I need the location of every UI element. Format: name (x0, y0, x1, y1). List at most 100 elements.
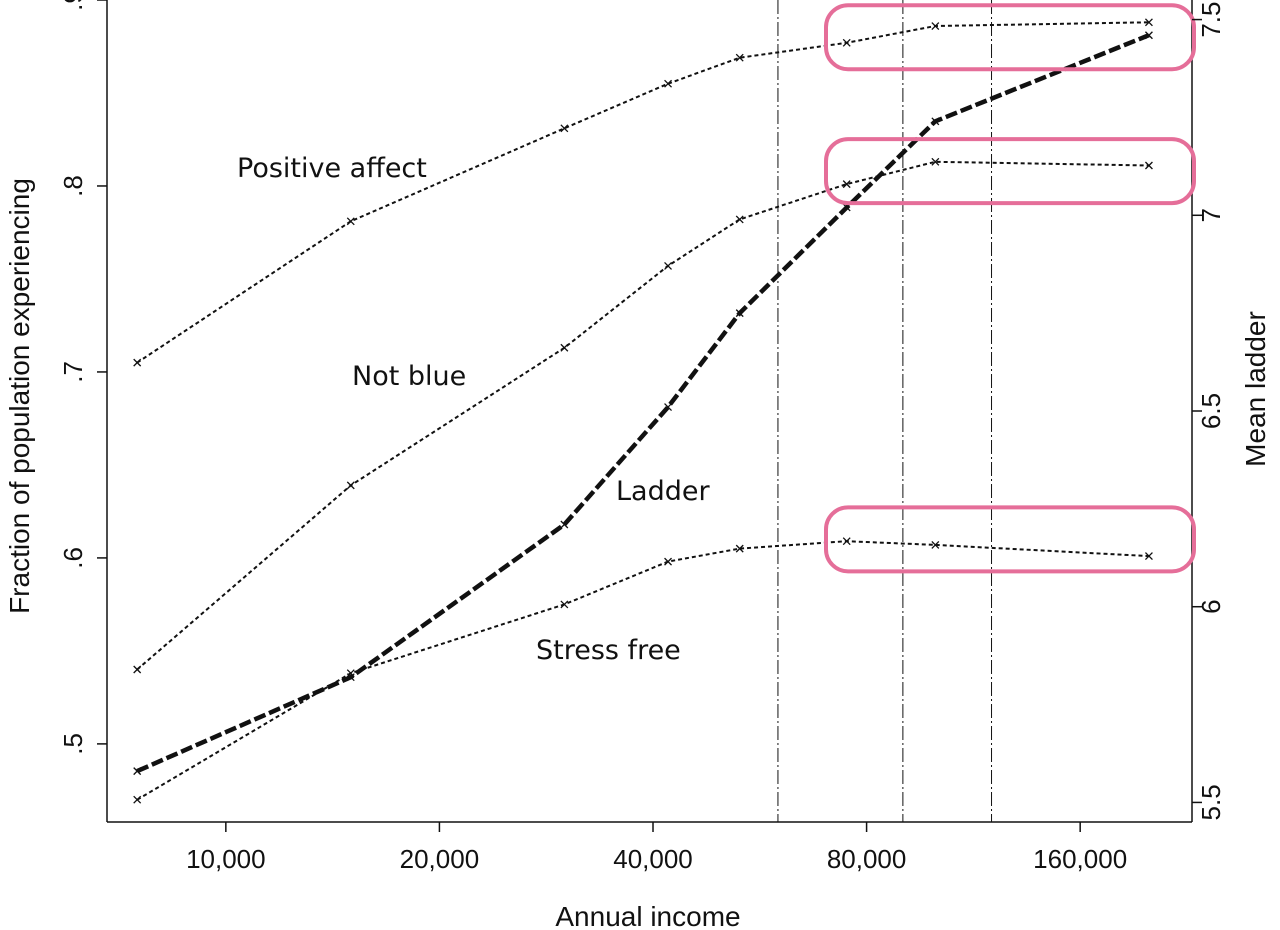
point-not-blue-2 (560, 343, 569, 352)
y-axis-left-title: Fraction of population experiencing (4, 178, 35, 614)
y-axis-left: .5 .6 .7 .8 .9 (58, 0, 107, 755)
point-stress-free-2 (560, 600, 569, 609)
point-positive-affect-4 (735, 53, 744, 62)
y-left-tick-label-3: .8 (58, 175, 88, 197)
point-not-blue-6 (931, 157, 940, 166)
series-labels: Positive affect Not blue Ladder Stress f… (237, 153, 710, 666)
y-left-tick-label-4: .9 (58, 0, 88, 11)
point-mark (735, 53, 744, 62)
point-mark (842, 203, 851, 212)
x-tick-label-3: 80,000 (827, 844, 907, 874)
point-mark (346, 481, 355, 490)
point-mark (1144, 161, 1153, 170)
point-mark (735, 215, 744, 224)
series-line-positive-affect (136, 21, 1149, 364)
point-mark (664, 557, 672, 566)
point-mark (664, 403, 672, 412)
y-axis-right: 5.5 6 6.5 7 7.5 (1192, 2, 1226, 820)
point-mark (133, 767, 142, 776)
point-positive-affect-0 (133, 358, 142, 367)
series-lines (136, 21, 1150, 801)
y-right-tick-label-0: 5.5 (1196, 784, 1226, 820)
point-stress-free-4 (735, 544, 744, 553)
point-mark (931, 117, 940, 126)
point-mark (1144, 552, 1153, 561)
point-stress-free-7 (1144, 552, 1153, 561)
point-ladder-2 (560, 520, 569, 529)
series-label-not-blue: Not blue (352, 361, 466, 392)
series-markers (133, 18, 1153, 804)
series-label-stress-free: Stress free (536, 635, 681, 666)
y-right-tick-label-4: 7.5 (1196, 2, 1226, 38)
point-not-blue-1 (346, 481, 355, 490)
point-not-blue-7 (1144, 161, 1153, 170)
point-mark (133, 358, 142, 367)
point-positive-affect-5 (842, 38, 851, 47)
x-tick-label-1: 20,000 (400, 844, 480, 874)
series-line-not-blue (136, 160, 1149, 671)
point-mark (560, 520, 569, 529)
x-tick-label-4: 160,000 (1033, 844, 1127, 874)
highlight-boxes (824, 3, 1196, 574)
point-ladder-7 (1144, 31, 1153, 40)
point-mark (560, 600, 569, 609)
point-mark (842, 38, 851, 47)
point-mark (560, 343, 569, 352)
point-ladder-6 (931, 117, 940, 126)
series-line-stress-free (136, 540, 1149, 801)
point-ladder-1 (346, 673, 355, 682)
point-ladder-0 (133, 767, 142, 776)
point-mark (1144, 18, 1153, 27)
point-mark (133, 795, 142, 804)
y-left-tick-label-0: .5 (58, 733, 88, 755)
point-ladder-3 (664, 403, 672, 412)
point-stress-free-5 (842, 537, 851, 546)
plot-area (106, 0, 1193, 823)
series-label-positive-affect: Positive affect (237, 153, 427, 184)
point-mark (735, 309, 744, 318)
y-right-tick-label-3: 7 (1196, 208, 1226, 222)
point-ladder-5 (842, 203, 851, 212)
y-left-tick-label-2: .7 (58, 361, 88, 383)
point-mark (664, 79, 672, 88)
point-positive-affect-1 (346, 217, 355, 226)
point-mark (931, 540, 940, 549)
point-stress-free-6 (931, 540, 940, 549)
point-mark (735, 544, 744, 553)
series-label-ladder: Ladder (616, 476, 710, 507)
point-mark (842, 180, 851, 189)
point-positive-affect-7 (1144, 18, 1153, 27)
point-mark (133, 665, 142, 674)
y-right-tick-label-1: 6 (1196, 599, 1226, 613)
point-mark (1144, 31, 1153, 40)
point-mark (346, 673, 355, 682)
point-mark (931, 157, 940, 166)
point-mark (664, 261, 672, 270)
y-left-tick-label-1: .6 (58, 547, 88, 569)
highlight-box-1 (824, 137, 1196, 206)
point-positive-affect-3 (664, 79, 672, 88)
x-tick-label-0: 10,000 (186, 844, 266, 874)
point-not-blue-0 (133, 665, 142, 674)
x-axis-title: Annual income (555, 901, 740, 930)
point-mark (842, 537, 851, 546)
reference-lines (777, 0, 993, 822)
point-mark (346, 217, 355, 226)
point-not-blue-4 (735, 215, 744, 224)
point-not-blue-5 (842, 180, 851, 189)
highlight-box-0 (824, 3, 1196, 72)
y-axis-right-title: Mean ladder (1240, 311, 1271, 467)
y-right-tick-label-2: 6.5 (1196, 393, 1226, 429)
point-stress-free-3 (664, 557, 672, 566)
point-mark (931, 22, 940, 30)
point-positive-affect-6 (931, 22, 940, 30)
point-mark (560, 124, 569, 133)
point-not-blue-3 (664, 261, 672, 270)
point-stress-free-0 (133, 795, 142, 804)
point-positive-affect-2 (560, 124, 569, 133)
point-ladder-4 (735, 309, 744, 318)
x-axis: 10,000 20,000 40,000 80,000 160,000 (186, 822, 1127, 874)
x-tick-label-2: 40,000 (613, 844, 693, 874)
series-line-ladder (136, 33, 1150, 774)
